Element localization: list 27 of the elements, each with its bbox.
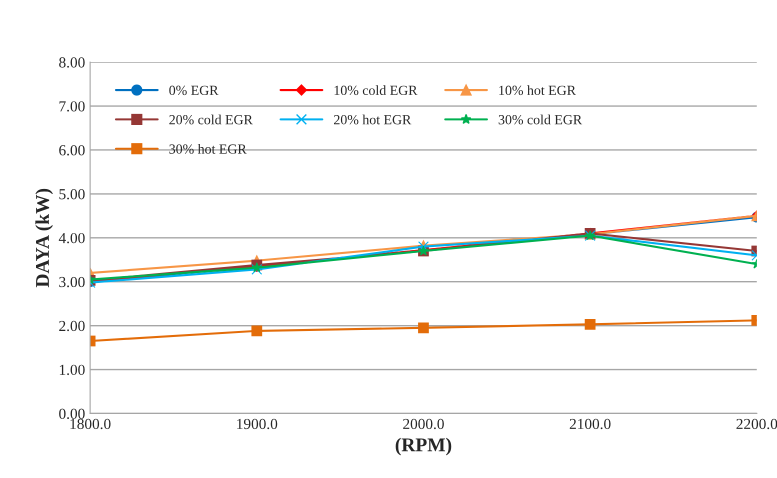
- x-tick-label: 1900.0: [237, 418, 278, 430]
- point: [251, 264, 262, 275]
- point: [584, 318, 596, 330]
- legend-label: 20% hot EGR: [334, 114, 412, 124]
- x-axis-title: (RPM): [396, 438, 452, 456]
- y-tick-label: 4.00: [58, 232, 85, 244]
- legend-label: 30% hot EGR: [169, 144, 247, 154]
- y-tick-label: 6.00: [59, 145, 85, 156]
- y-tick-label: 7.00: [60, 101, 85, 112]
- x-tick-label: 2000.0: [403, 418, 444, 430]
- x-tick-label: 2100.0: [570, 418, 611, 430]
- legend-label: 10% cold EGR: [334, 85, 418, 96]
- legend-label: 30% cold EGR: [498, 114, 582, 124]
- y-tick-label: 8.00: [59, 57, 85, 68]
- legend-label: 0% EGR: [169, 86, 218, 96]
- x-tick-label: 2200.0: [736, 418, 777, 430]
- x-tick-label: 1800.0: [70, 418, 111, 430]
- legend-label: 10% hot EGR: [499, 85, 576, 96]
- legend-label: 20% cold EGR: [169, 114, 253, 124]
- y-tick-label: 5.00: [59, 189, 85, 200]
- point: [418, 322, 429, 334]
- y-tick-label: 2.00: [59, 320, 85, 332]
- point: [251, 326, 262, 336]
- y-tick-label: 0.00: [59, 408, 85, 419]
- y-tick-label: 1.00: [60, 364, 85, 376]
- y-axis-title: DAYA (kW): [35, 188, 53, 288]
- y-tick-label: 3.00: [59, 276, 85, 288]
